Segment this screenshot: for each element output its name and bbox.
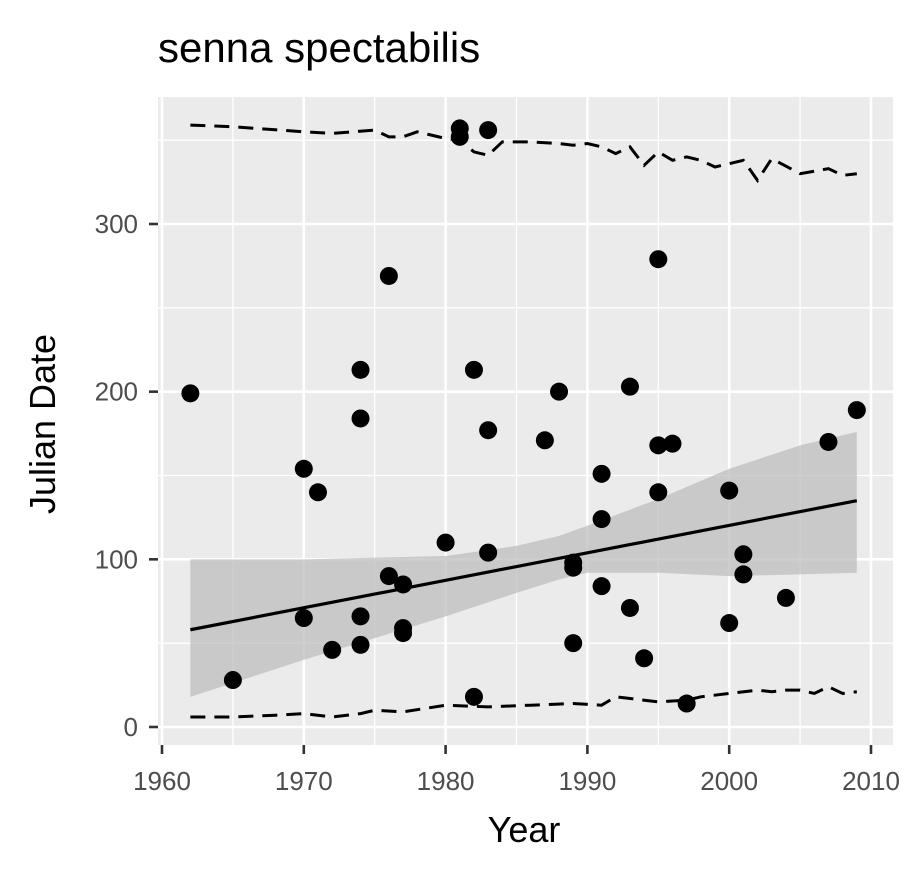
upper-dashed-line (190, 123, 857, 184)
data-point (394, 624, 413, 643)
x-tick-label: 2010 (842, 766, 900, 796)
data-point (351, 409, 370, 428)
data-point (394, 575, 413, 594)
data-point (464, 687, 483, 706)
x-tick-label: 1980 (417, 766, 475, 796)
data-point (323, 640, 342, 659)
x-tick-label: 1970 (275, 766, 333, 796)
data-point (564, 558, 583, 577)
data-point (649, 436, 668, 455)
data-point (450, 127, 469, 146)
data-point (308, 483, 327, 502)
data-point (436, 533, 455, 552)
data-point (819, 432, 838, 451)
chart-title: senna spectabilis (158, 24, 480, 71)
data-point (620, 377, 639, 396)
x-tick-label: 1990 (558, 766, 616, 796)
data-point (379, 567, 398, 586)
data-point (294, 459, 313, 478)
data-point (734, 565, 753, 584)
y-tick-label: 0 (124, 712, 138, 742)
data-point (847, 401, 866, 420)
y-axis: 0 100 200 300 (95, 209, 158, 742)
data-point (535, 431, 554, 450)
data-point (351, 607, 370, 626)
data-point (379, 266, 398, 285)
y-tick-label: 300 (95, 209, 138, 239)
data-point (649, 250, 668, 269)
data-point (479, 421, 498, 440)
data-point (649, 483, 668, 502)
x-tick-label: 2000 (700, 766, 758, 796)
data-point (181, 384, 200, 403)
data-point (677, 694, 696, 713)
y-axis-title: Julian Date (22, 334, 63, 514)
y-tick-label: 200 (95, 377, 138, 407)
data-point (479, 121, 498, 140)
data-point (351, 635, 370, 654)
y-tick-label: 100 (95, 544, 138, 574)
data-point (635, 649, 654, 668)
data-point (550, 382, 569, 401)
data-point (223, 671, 242, 690)
data-points (181, 119, 866, 713)
data-point (351, 360, 370, 379)
lower-dashed-line (190, 685, 857, 719)
x-tick-label: 1960 (133, 766, 191, 796)
data-point (294, 609, 313, 628)
data-point (564, 634, 583, 653)
data-point (464, 360, 483, 379)
data-point (592, 577, 611, 596)
trend-line (190, 499, 858, 632)
data-point (620, 598, 639, 617)
x-axis: 1960 1970 1980 1990 2000 2010 (133, 745, 900, 796)
data-point (663, 434, 682, 453)
data-point (592, 510, 611, 529)
data-point (720, 614, 739, 633)
data-point (479, 543, 498, 562)
x-axis-title: Year (488, 809, 561, 850)
data-point (776, 588, 795, 607)
data-point (734, 545, 753, 564)
data-point (720, 481, 739, 500)
data-point (592, 464, 611, 483)
